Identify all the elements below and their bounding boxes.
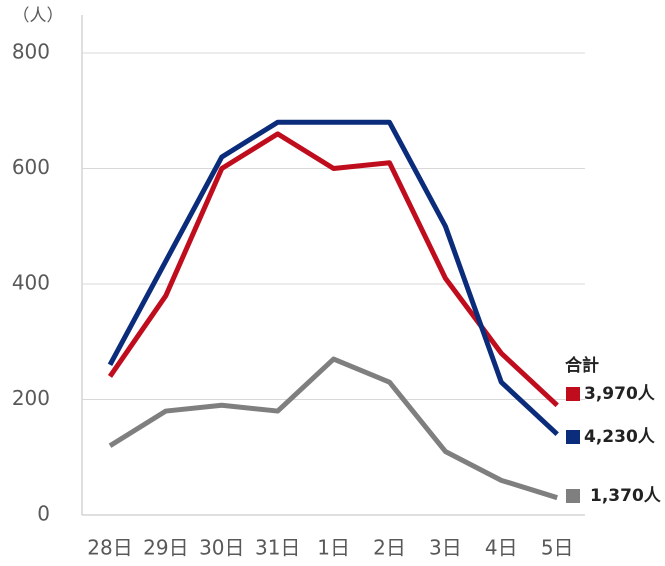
x-tick-label: 28日 [87,536,132,560]
legend-swatch [566,430,580,444]
series-label: 1,370人 [590,486,662,506]
x-tick-label: 4日 [485,536,518,560]
x-tick-label: 2日 [373,536,406,560]
series-line [107,119,559,436]
x-tick-label: 30日 [199,536,244,560]
x-tick-label: 29日 [143,536,188,560]
x-tick-label: 3日 [429,536,462,560]
x-tick-label: 31日 [255,536,300,560]
series-label: 4,230人 [584,427,656,447]
y-tick-label: 800 [12,40,50,64]
y-tick-label: 400 [12,271,50,295]
annotation: 合計 [565,355,599,376]
legend-swatch [566,489,580,503]
x-tick-label: 5日 [541,536,574,560]
x-tick-label: 1日 [317,536,350,560]
series-line [107,131,559,408]
y-tick-label: 600 [12,155,50,179]
y-tick-label: 200 [12,386,50,410]
series-label: 3,970人 [584,384,656,404]
legend-swatch [566,387,580,401]
y-tick-label: 0 [37,502,50,526]
y-unit: （人） [13,6,64,26]
series-line [108,356,558,501]
